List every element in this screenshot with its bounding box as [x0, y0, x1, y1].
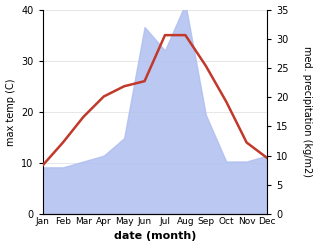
Y-axis label: med. precipitation (kg/m2): med. precipitation (kg/m2) — [302, 46, 313, 177]
Y-axis label: max temp (C): max temp (C) — [5, 78, 16, 145]
X-axis label: date (month): date (month) — [114, 231, 196, 242]
